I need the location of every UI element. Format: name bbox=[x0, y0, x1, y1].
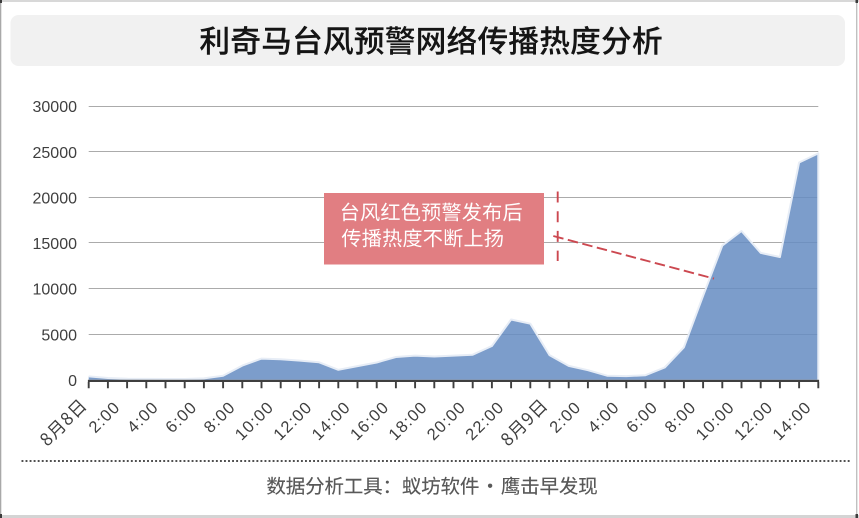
svg-text:25000: 25000 bbox=[33, 145, 78, 162]
svg-text:30000: 30000 bbox=[33, 99, 78, 116]
svg-text:0: 0 bbox=[68, 373, 77, 390]
svg-text:15000: 15000 bbox=[33, 236, 78, 253]
svg-text:20000: 20000 bbox=[33, 190, 78, 207]
svg-text:5000: 5000 bbox=[41, 327, 77, 344]
svg-text:10000: 10000 bbox=[33, 282, 78, 299]
